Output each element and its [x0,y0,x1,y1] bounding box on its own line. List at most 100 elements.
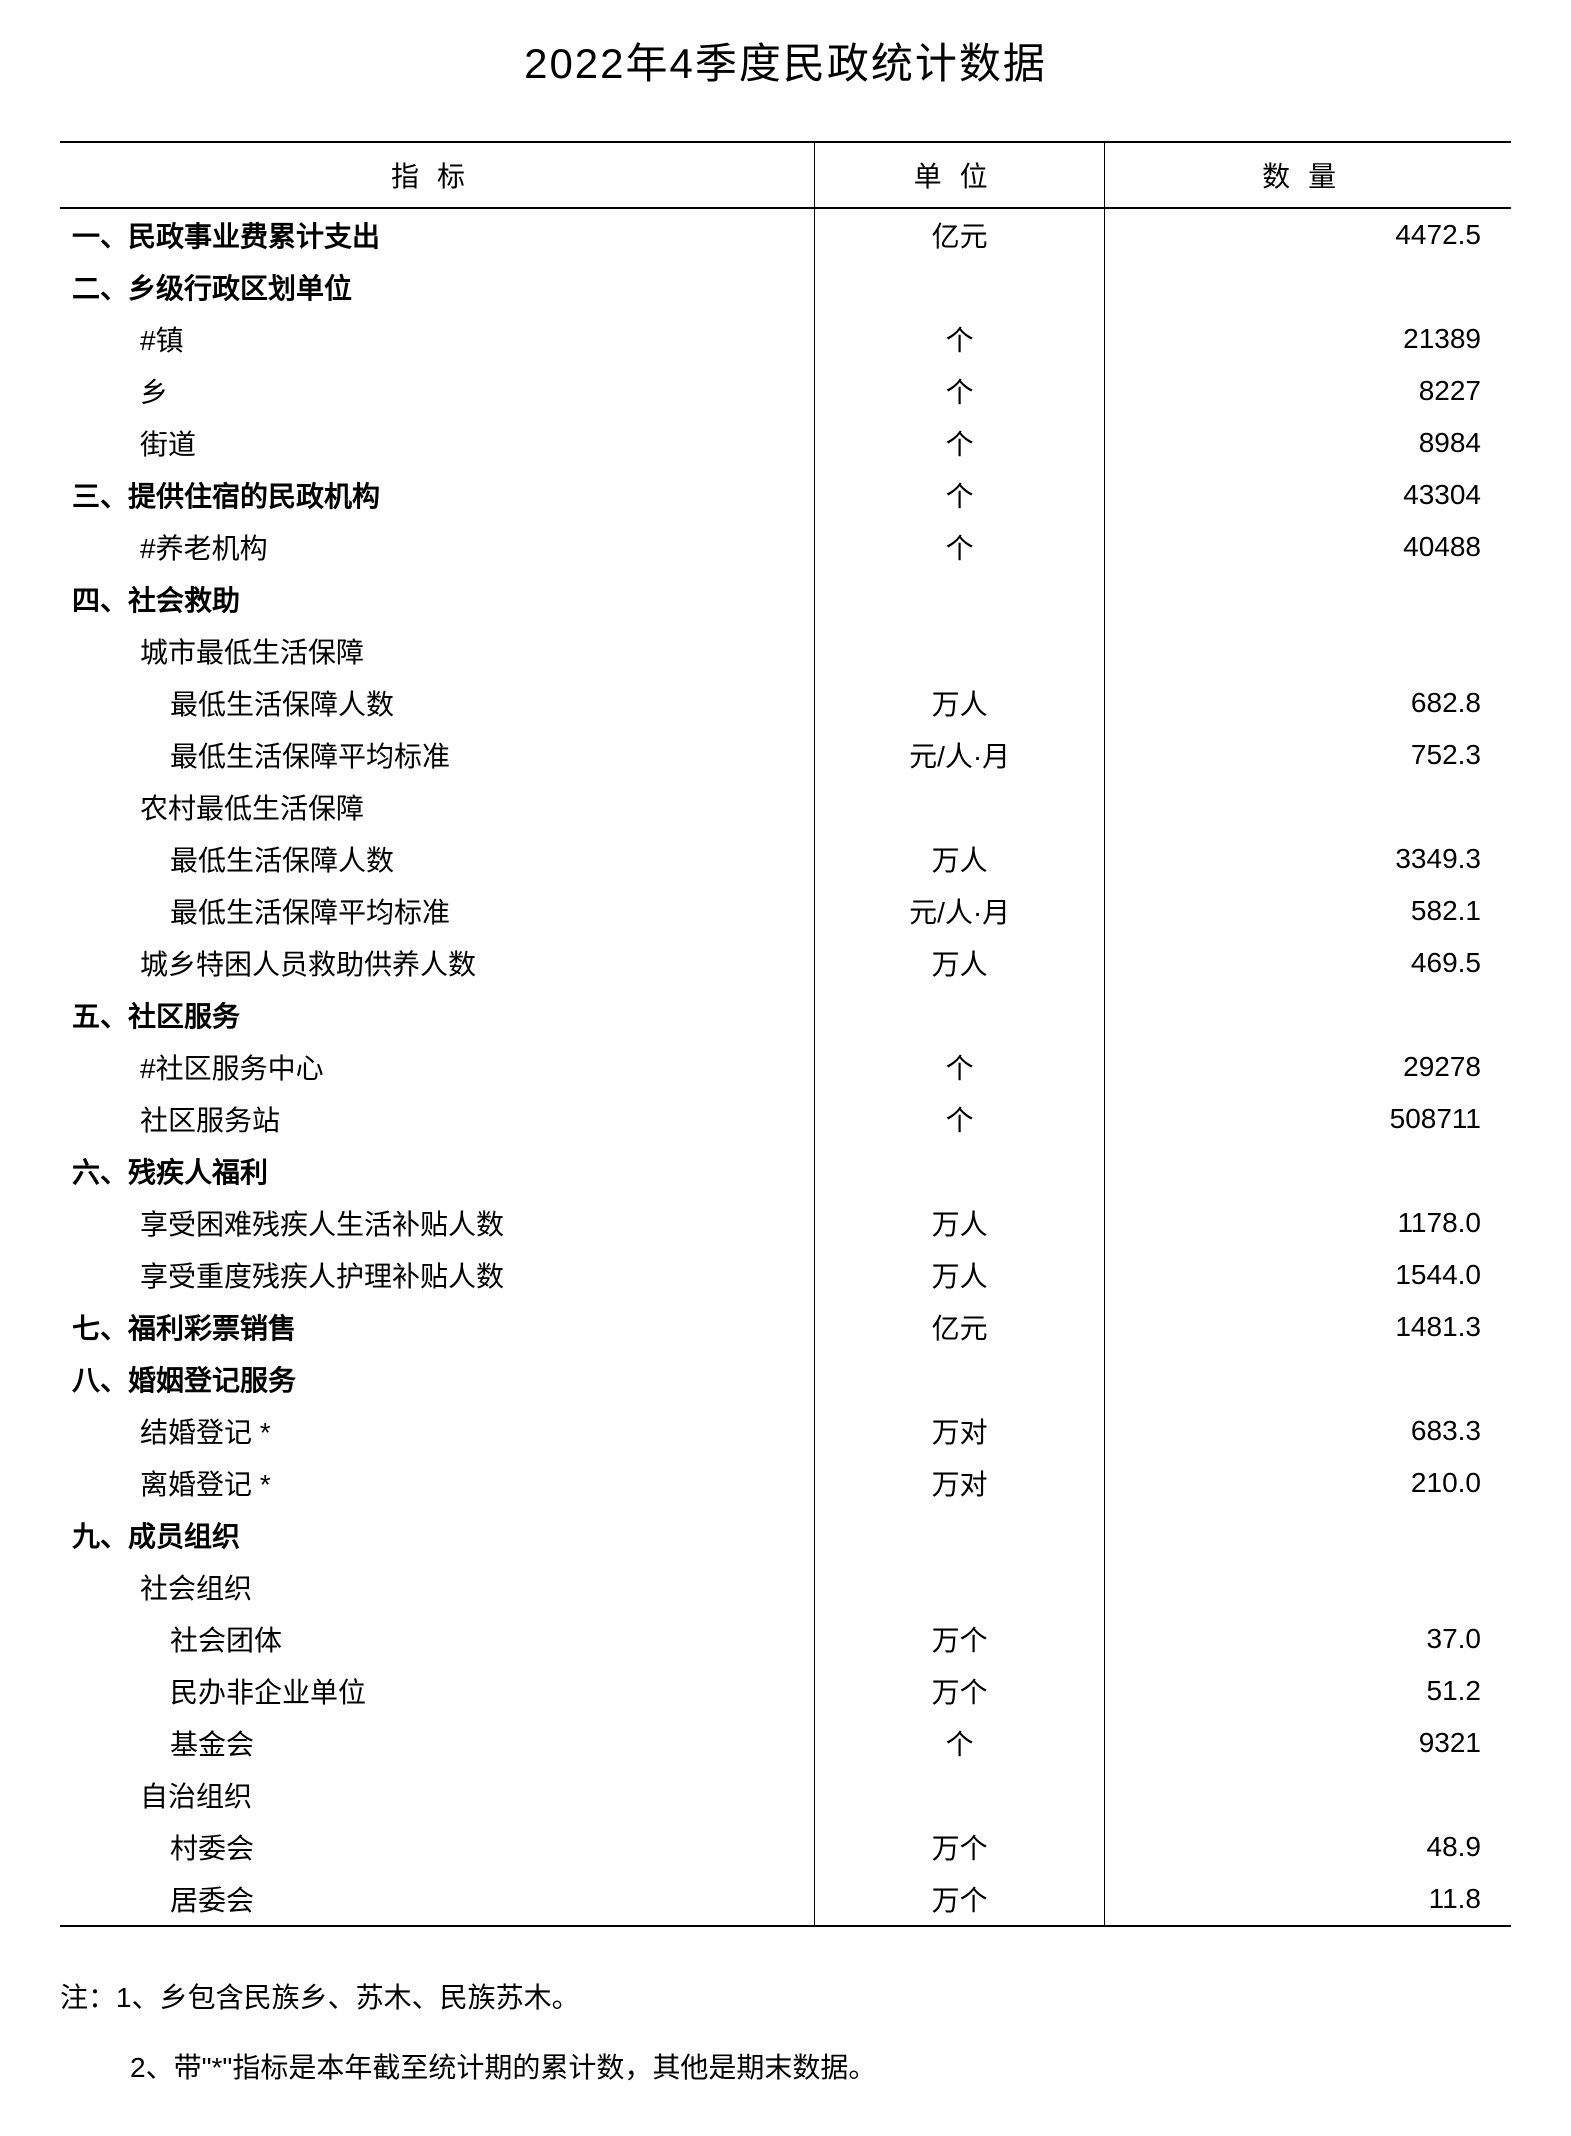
cell-indicator: 最低生活保障人数 [60,677,815,729]
cell-unit [815,573,1105,625]
cell-value: 469.5 [1105,937,1511,989]
cell-indicator: 社会组织 [60,1561,815,1613]
table-row: #镇个21389 [60,313,1511,365]
header-indicator: 指标 [60,142,815,208]
table-row: 五、社区服务 [60,989,1511,1041]
table-row: 最低生活保障平均标准元/人·月582.1 [60,885,1511,937]
cell-value: 683.3 [1105,1405,1511,1457]
cell-unit: 万人 [815,1197,1105,1249]
table-row: 城市最低生活保障 [60,625,1511,677]
cell-indicator: 九、成员组织 [60,1509,815,1561]
table-row: 一、民政事业费累计支出亿元4472.5 [60,208,1511,261]
table-row: #养老机构个40488 [60,521,1511,573]
table-row: 乡个8227 [60,365,1511,417]
table-row: 社会组织 [60,1561,1511,1613]
table-row: 最低生活保障人数万人682.8 [60,677,1511,729]
table-header-row: 指标 单位 数量 [60,142,1511,208]
statistics-table: 指标 单位 数量 一、民政事业费累计支出亿元4472.5二、乡级行政区划单位#镇… [60,141,1511,1927]
cell-value [1105,1561,1511,1613]
table-row: 结婚登记 *万对683.3 [60,1405,1511,1457]
table-row: 城乡特困人员救助供养人数万人469.5 [60,937,1511,989]
table-row: #社区服务中心个29278 [60,1041,1511,1093]
cell-indicator: 社会团体 [60,1613,815,1665]
cell-unit: 万个 [815,1665,1105,1717]
table-row: 街道个8984 [60,417,1511,469]
cell-value [1105,781,1511,833]
cell-value: 210.0 [1105,1457,1511,1509]
table-row: 八、婚姻登记服务 [60,1353,1511,1405]
cell-value: 40488 [1105,521,1511,573]
cell-value [1105,1353,1511,1405]
cell-value [1105,1509,1511,1561]
cell-value [1105,989,1511,1041]
cell-unit: 亿元 [815,208,1105,261]
cell-value: 1481.3 [1105,1301,1511,1353]
table-row: 自治组织 [60,1769,1511,1821]
cell-value: 11.8 [1105,1873,1511,1926]
table-row: 基金会个9321 [60,1717,1511,1769]
cell-unit: 万人 [815,1249,1105,1301]
cell-indicator: #镇 [60,313,815,365]
table-row: 享受重度残疾人护理补贴人数万人1544.0 [60,1249,1511,1301]
cell-value: 37.0 [1105,1613,1511,1665]
cell-value [1105,625,1511,677]
cell-unit: 万个 [815,1873,1105,1926]
table-row: 六、残疾人福利 [60,1145,1511,1197]
cell-indicator: 享受困难残疾人生活补贴人数 [60,1197,815,1249]
cell-indicator: 五、社区服务 [60,989,815,1041]
table-row: 社区服务站个508711 [60,1093,1511,1145]
cell-indicator: 自治组织 [60,1769,815,1821]
cell-value: 752.3 [1105,729,1511,781]
cell-unit: 个 [815,521,1105,573]
table-body: 一、民政事业费累计支出亿元4472.5二、乡级行政区划单位#镇个21389乡个8… [60,208,1511,1926]
header-unit: 单位 [815,142,1105,208]
cell-indicator: 结婚登记 * [60,1405,815,1457]
table-row: 三、提供住宿的民政机构个43304 [60,469,1511,521]
cell-unit [815,1145,1105,1197]
cell-value: 8227 [1105,365,1511,417]
cell-value: 1178.0 [1105,1197,1511,1249]
cell-unit: 个 [815,365,1105,417]
cell-indicator: 享受重度残疾人护理补贴人数 [60,1249,815,1301]
table-row: 民办非企业单位万个51.2 [60,1665,1511,1717]
cell-indicator: 街道 [60,417,815,469]
cell-unit: 万个 [815,1821,1105,1873]
cell-value: 43304 [1105,469,1511,521]
cell-unit [815,1769,1105,1821]
cell-indicator: 基金会 [60,1717,815,1769]
cell-indicator: 离婚登记 * [60,1457,815,1509]
cell-indicator: 最低生活保障平均标准 [60,729,815,781]
cell-unit: 个 [815,1093,1105,1145]
cell-unit: 万人 [815,937,1105,989]
cell-indicator: 一、民政事业费累计支出 [60,208,815,261]
cell-unit: 亿元 [815,1301,1105,1353]
cell-value: 8984 [1105,417,1511,469]
notes-section: 注：1、乡包含民族乡、苏木、民族苏木。 2、带"*"指标是本年截至统计期的累计数… [60,1967,1511,2098]
table-row: 四、社会救助 [60,573,1511,625]
cell-indicator: 六、残疾人福利 [60,1145,815,1197]
cell-unit: 个 [815,469,1105,521]
cell-unit: 万个 [815,1613,1105,1665]
table-row: 七、福利彩票销售亿元1481.3 [60,1301,1511,1353]
cell-unit: 个 [815,1717,1105,1769]
cell-indicator: 城乡特困人员救助供养人数 [60,937,815,989]
cell-unit [815,261,1105,313]
table-row: 农村最低生活保障 [60,781,1511,833]
cell-value [1105,573,1511,625]
cell-unit: 万人 [815,833,1105,885]
cell-unit: 元/人·月 [815,885,1105,937]
cell-unit [815,1561,1105,1613]
cell-unit: 万对 [815,1457,1105,1509]
cell-value: 582.1 [1105,885,1511,937]
cell-unit: 个 [815,417,1105,469]
table-row: 二、乡级行政区划单位 [60,261,1511,313]
cell-indicator: 七、福利彩票销售 [60,1301,815,1353]
cell-indicator: 乡 [60,365,815,417]
cell-value: 29278 [1105,1041,1511,1093]
cell-unit [815,781,1105,833]
cell-unit: 元/人·月 [815,729,1105,781]
cell-value: 508711 [1105,1093,1511,1145]
cell-unit [815,989,1105,1041]
cell-value: 51.2 [1105,1665,1511,1717]
cell-indicator: 社区服务站 [60,1093,815,1145]
